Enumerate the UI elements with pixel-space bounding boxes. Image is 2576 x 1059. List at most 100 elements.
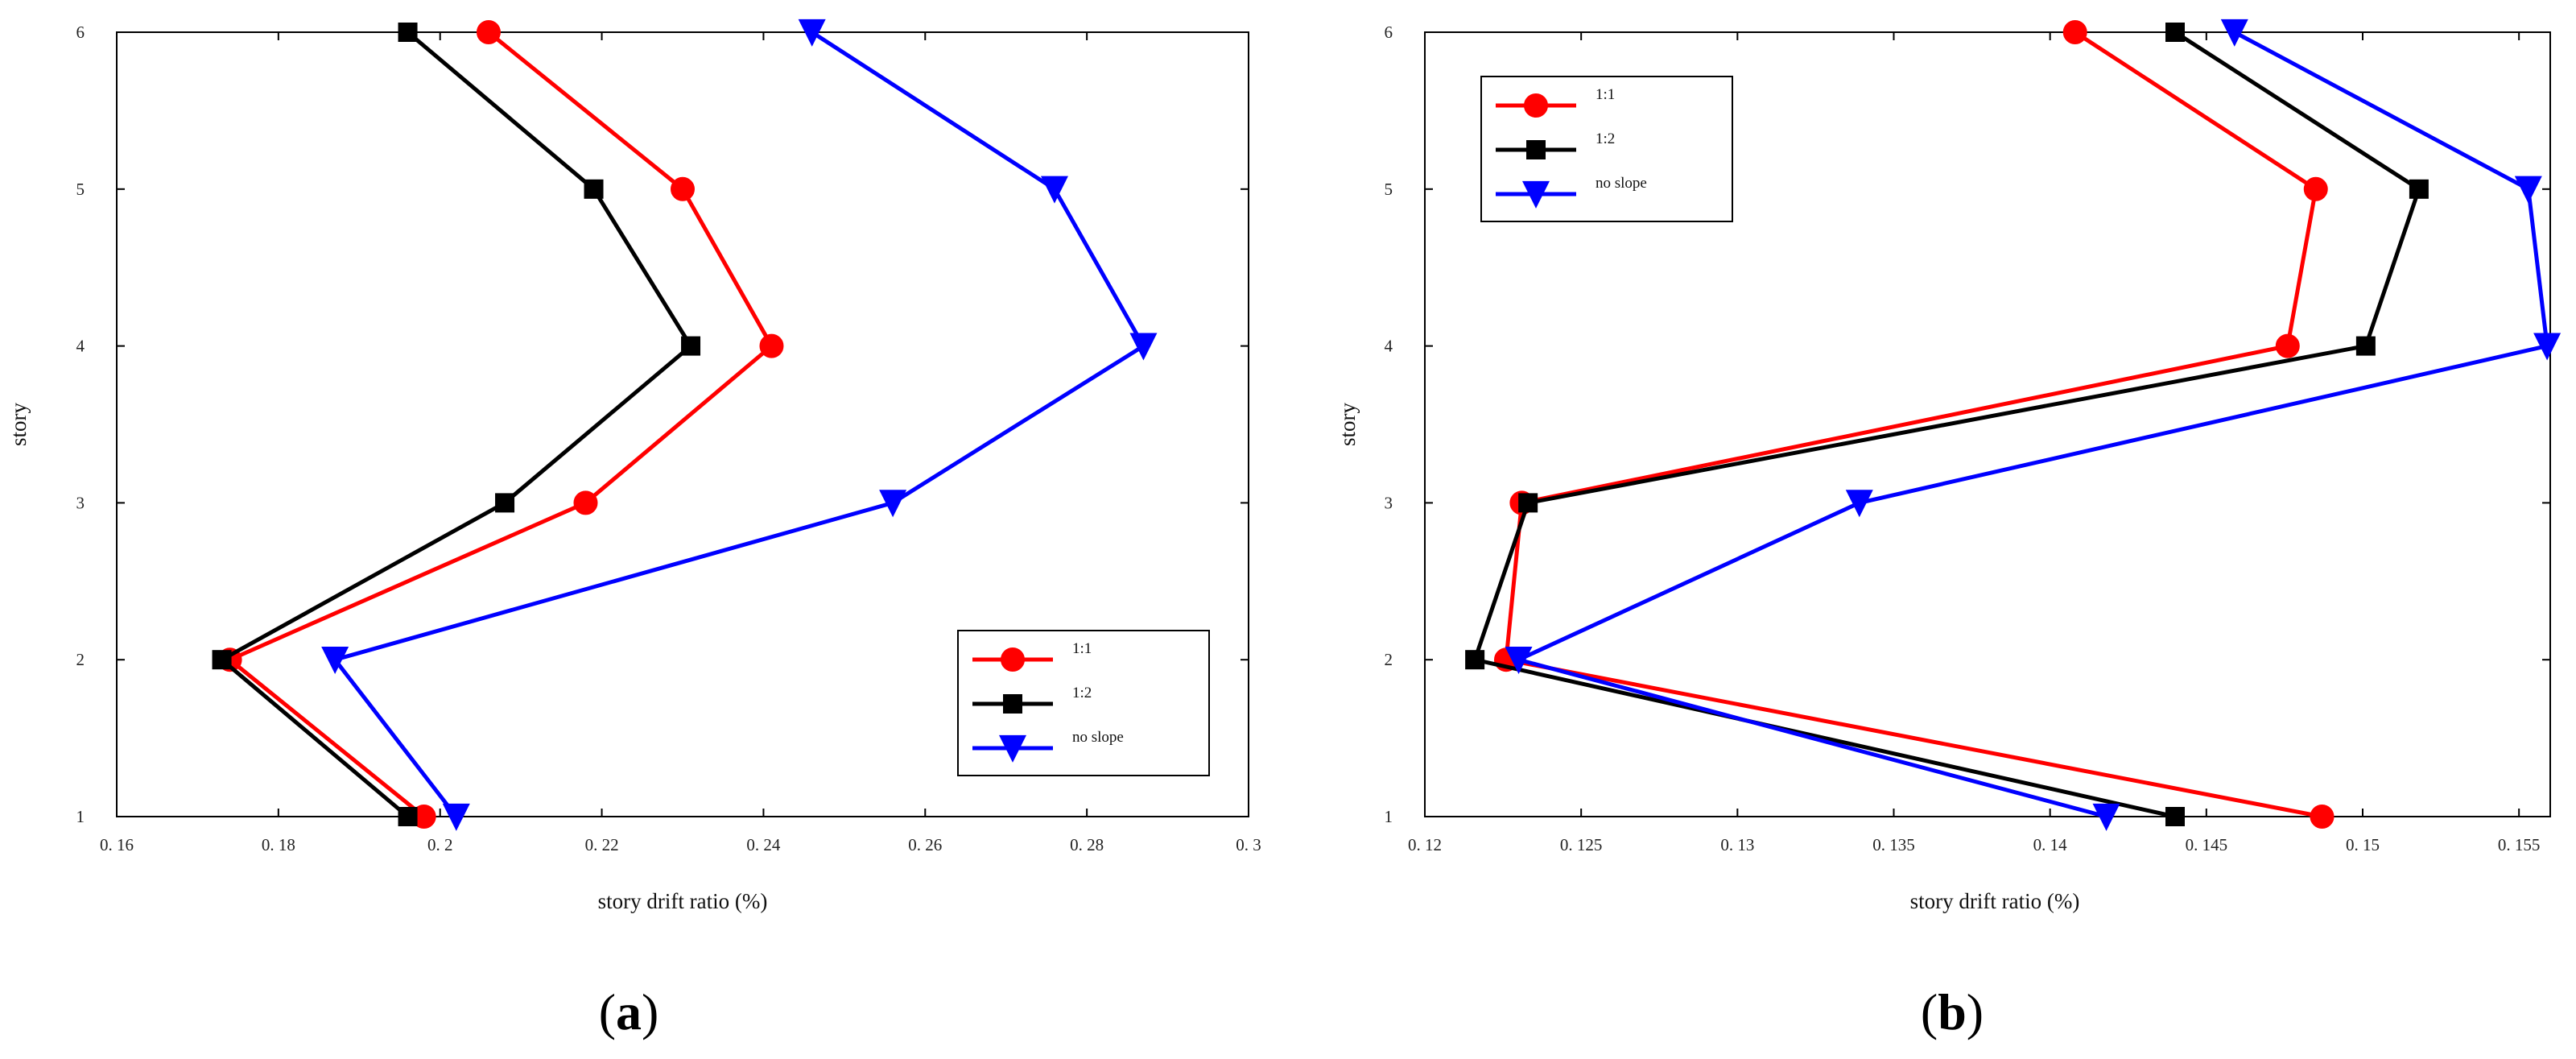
data-point <box>879 490 907 518</box>
x-tick-label: 0. 14 <box>2033 835 2068 854</box>
x-tick-label: 0. 24 <box>746 835 781 854</box>
data-point <box>584 179 604 199</box>
panel-label-open: ( <box>599 983 616 1040</box>
legend-marker <box>999 734 1026 763</box>
series-line <box>225 31 774 818</box>
legend-label: no slope <box>1596 175 1647 192</box>
data-point <box>2062 20 2087 44</box>
x-tick-label: 0. 13 <box>1720 835 1754 854</box>
data-point <box>681 336 701 356</box>
y-tick-label: 6 <box>76 23 85 42</box>
panel-label: (b) <box>1921 983 1984 1040</box>
panel-label-close: ) <box>642 983 658 1040</box>
legend: 1:1 1:2 no slope <box>957 630 1210 776</box>
x-tick-label: 0. 28 <box>1070 835 1104 854</box>
plot-frame <box>116 31 1249 817</box>
x-tick-label: 0. 145 <box>2186 835 2228 854</box>
y-tick-label: 6 <box>1385 23 1393 42</box>
data-point <box>2409 179 2429 199</box>
x-tick-label: 0. 26 <box>908 835 942 854</box>
panel-label: (a) <box>599 983 659 1040</box>
y-tick-label: 5 <box>76 180 85 199</box>
data-point <box>1040 176 1068 204</box>
series-line <box>331 30 1146 818</box>
data-point <box>759 333 784 358</box>
x-tick-label: 0. 125 <box>1560 835 1603 854</box>
series-line <box>218 31 694 818</box>
legend-label: 1:1 <box>1072 640 1092 657</box>
legend-marker <box>1001 647 1025 672</box>
x-tick-label: 0. 18 <box>262 835 295 854</box>
data-point <box>671 176 695 201</box>
data-point <box>2092 803 2120 831</box>
y-tick-label: 4 <box>76 337 85 356</box>
data-point <box>2533 333 2562 361</box>
chart-panel-a: 0. 16 0. 18 0. 2 0. 22 0. 24 0. 26 0. 28 0. 3 1 2… <box>6 19 1261 1040</box>
y-tick-label: 2 <box>76 650 85 669</box>
x-tick-label: 0. 15 <box>2346 835 2380 854</box>
data-point <box>442 803 470 831</box>
chart-panel-b: 0. 12 0. 125 0. 13 0. 135 0. 14 0. 145 0. 15 0.… <box>1335 19 2562 1040</box>
y-tick-label: 3 <box>76 493 85 512</box>
data-point <box>2275 333 2300 358</box>
data-point <box>1505 647 1533 675</box>
series-1-1 <box>217 20 784 829</box>
x-tick-label: 0. 12 <box>1408 835 1442 854</box>
data-point <box>2514 176 2542 204</box>
series-line <box>1513 30 2549 819</box>
series-line <box>1472 30 2421 819</box>
y-axis-label: story <box>1335 403 1360 447</box>
panel-label-close: ) <box>1967 983 1984 1040</box>
y-tick-label: 4 <box>1385 337 1393 356</box>
legend-label: 1:2 <box>1596 130 1615 147</box>
legend-label: no slope <box>1072 729 1124 746</box>
series-no-slope <box>1505 19 2562 831</box>
data-point <box>573 490 598 515</box>
data-point <box>1518 493 1538 513</box>
legend-label: 1:1 <box>1596 86 1615 103</box>
data-point <box>798 19 826 47</box>
x-tick-label: 0. 135 <box>1872 835 1915 854</box>
data-point <box>1129 333 1158 361</box>
plot-frame <box>1424 31 2551 817</box>
legend-marker <box>1524 93 1548 118</box>
data-point <box>2220 19 2248 47</box>
legend-marker <box>1522 180 1550 209</box>
legend-marker <box>1003 694 1022 714</box>
data-point <box>321 647 349 675</box>
series-line <box>1504 30 2322 819</box>
data-point <box>398 807 418 826</box>
series-no-slope <box>321 19 1158 831</box>
data-point <box>1465 650 1485 670</box>
y-tick-label: 2 <box>1385 650 1393 669</box>
panel-label-letter: a <box>616 983 642 1040</box>
series-1-2 <box>212 23 701 826</box>
legend-label: 1:2 <box>1072 685 1092 701</box>
data-point <box>2165 23 2185 42</box>
x-axis-label: story drift ratio (%) <box>1910 889 2080 913</box>
data-point <box>2303 176 2328 201</box>
y-tick-label: 3 <box>1385 493 1393 512</box>
data-point <box>476 20 501 44</box>
data-point <box>2355 336 2376 356</box>
x-tick-label: 0. 16 <box>100 835 134 854</box>
x-tick-label: 0. 2 <box>427 835 453 854</box>
series-1-2 <box>1465 23 2429 826</box>
data-point <box>1845 490 1873 518</box>
y-tick-label: 5 <box>1385 180 1393 199</box>
panel-label-open: ( <box>1921 983 1938 1040</box>
panel-label-letter: b <box>1938 983 1967 1040</box>
data-point <box>495 493 515 513</box>
x-tick-label: 0. 155 <box>2498 835 2541 854</box>
y-tick-label: 1 <box>76 807 85 826</box>
data-point <box>2310 805 2334 829</box>
x-axis-label: story drift ratio (%) <box>598 889 768 913</box>
y-axis-label: story <box>6 403 31 447</box>
legend: 1:1 1:2 no slope <box>1480 76 1733 222</box>
data-point <box>398 23 418 42</box>
y-tick-label: 1 <box>1385 807 1393 826</box>
x-tick-label: 0. 3 <box>1236 835 1261 854</box>
data-point <box>2165 807 2185 826</box>
x-tick-label: 0. 22 <box>585 835 619 854</box>
